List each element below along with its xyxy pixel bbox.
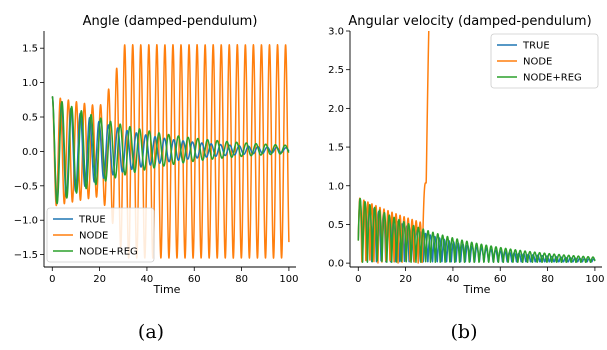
velocity-x-tick-label: 0: [355, 274, 361, 285]
angle-series: [51, 44, 290, 259]
velocity-x-ticks: 0 20 40 60 80 100: [355, 267, 604, 285]
angle-x-tick-label: 20: [93, 274, 106, 285]
velocity-x-tick-label: 80: [541, 274, 554, 285]
angle-legend-label: TRUE: [78, 215, 106, 226]
velocity-x-label: Time: [463, 283, 491, 296]
angle-y-tick-label: 1.0: [22, 78, 38, 89]
angle-y-tick-label: −1.0: [14, 216, 38, 227]
angle-legend-label: NODE+REG: [79, 247, 138, 258]
angle-x-tick-label: 0: [49, 274, 55, 285]
velocity-x-tick-label: 40: [447, 274, 460, 285]
velocity-x-tick-label: 20: [399, 274, 412, 285]
angle-y-tick-label: 1.5: [22, 44, 38, 55]
velocity-series: [357, 31, 596, 264]
velocity-x-tick-label: 60: [494, 274, 507, 285]
angle-series-node: [51, 44, 290, 259]
angle-x-tick-label: 60: [188, 274, 201, 285]
angle-chart-title: Angle (damped-pendulum): [83, 14, 258, 29]
velocity-chart: Angular velocity (damped-pendulum) 0.00.…: [328, 14, 604, 296]
velocity-x-tick-label: 100: [585, 274, 604, 285]
angle-y-ticks: −1.5 −1.0 −0.5 0.0 0.5 1.0 1.5: [14, 44, 44, 261]
velocity-chart-title: Angular velocity (damped-pendulum): [348, 14, 591, 29]
angle-x-tick-label: 80: [235, 274, 248, 285]
velocity-y-tick-label: 2.5: [328, 65, 344, 76]
angle-legend-box: [46, 207, 155, 263]
angle-series-reg: [51, 95, 290, 205]
angle-x-tick-label: 100: [279, 274, 298, 285]
caption-b: (b): [451, 321, 478, 343]
velocity-y-tick-label: 3.0: [328, 27, 344, 38]
velocity-series-reg: [357, 197, 596, 263]
velocity-legend-label: NODE+REG: [523, 73, 582, 84]
velocity-y-ticks: 0.0 0.5 1.0 1.5 2.0 2.5 3.0: [328, 27, 350, 270]
angle-x-ticks: 0 20 40 60 80 100: [49, 267, 298, 285]
velocity-y-tick-label: 1.0: [328, 181, 344, 192]
velocity-legend-label: NODE: [523, 57, 552, 68]
angle-y-tick-label: 0.0: [22, 147, 38, 158]
velocity-y-tick-label: 0.0: [328, 259, 344, 270]
angle-series-true: [51, 95, 290, 204]
velocity-legend-box: [490, 33, 599, 89]
velocity-y-tick-label: 0.5: [328, 220, 344, 231]
velocity-legend-label: TRUE: [522, 41, 550, 52]
angle-legend-label: NODE: [79, 231, 108, 242]
angle-y-tick-label: 0.5: [22, 113, 38, 124]
angle-y-tick-label: −1.5: [14, 250, 38, 261]
angle-x-tick-label: 40: [141, 274, 154, 285]
angle-chart: Angle (damped-pendulum) −1.5 −1.0 −0.5 0.0 0…: [14, 14, 299, 296]
velocity-y-tick-label: 1.5: [328, 143, 344, 154]
velocity-y-tick-label: 2.0: [328, 104, 344, 115]
angle-x-label: Time: [153, 283, 181, 296]
velocity-legend: TRUE NODE NODE+REG: [490, 33, 599, 89]
caption-a: (a): [138, 321, 164, 343]
angle-legend: TRUE NODE NODE+REG: [46, 207, 155, 263]
angle-y-tick-label: −0.5: [14, 181, 38, 192]
